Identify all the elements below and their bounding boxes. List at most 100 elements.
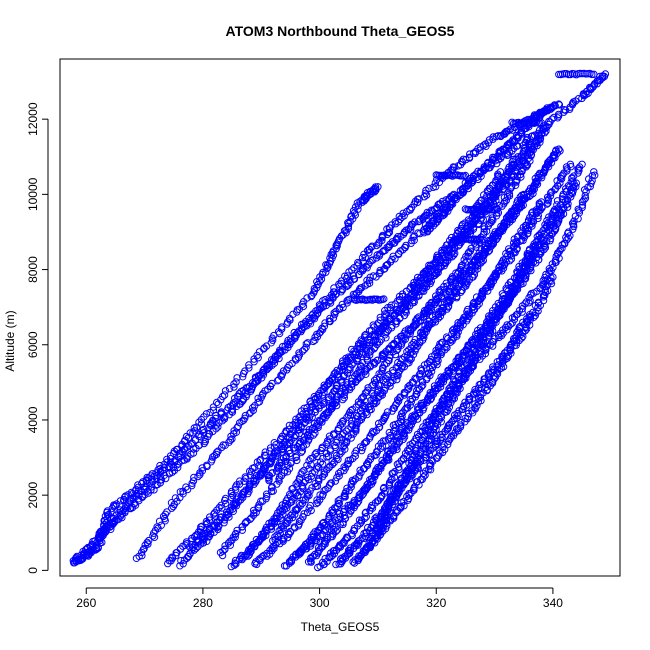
data-point [341, 386, 349, 394]
data-point [388, 255, 396, 264]
data-point [314, 544, 323, 552]
data-point [480, 223, 488, 231]
data-point [325, 481, 334, 489]
data-point [476, 146, 484, 154]
data-point [332, 290, 341, 298]
data-point [263, 361, 272, 370]
data-point [555, 145, 563, 153]
data-point [424, 393, 433, 401]
data-point [200, 429, 208, 437]
data-point [354, 258, 362, 267]
data-point [509, 136, 517, 144]
data-point [256, 457, 264, 465]
data-point [253, 351, 261, 360]
data-point [343, 533, 351, 541]
data-point [316, 496, 324, 504]
data-point [393, 433, 402, 442]
data-point [572, 179, 580, 187]
data-point [360, 439, 369, 448]
data-point [314, 548, 322, 556]
data-point [321, 319, 329, 327]
data-point [419, 214, 427, 222]
data-point [554, 210, 562, 219]
data-point [245, 364, 253, 372]
data-point [513, 310, 522, 318]
data-point [330, 309, 338, 317]
data-point [564, 234, 572, 242]
data-point [467, 358, 476, 366]
data-point [145, 479, 154, 487]
data-point [298, 468, 306, 476]
data-point [439, 373, 447, 382]
data-point [211, 414, 220, 423]
data-point [219, 392, 227, 401]
data-point [578, 201, 587, 209]
data-point [166, 459, 175, 467]
data-point [261, 448, 269, 456]
data-point [578, 203, 586, 212]
data-point [537, 130, 545, 138]
data-point [306, 320, 315, 328]
data-point [378, 460, 386, 468]
data-point [290, 433, 298, 441]
data-point [273, 452, 281, 460]
data-point [471, 385, 479, 394]
data-point [536, 135, 545, 143]
data-point [479, 338, 488, 347]
data-point [378, 231, 387, 240]
data-point [342, 229, 350, 237]
data-point [389, 469, 397, 477]
data-point [377, 444, 385, 453]
data-point [200, 425, 208, 434]
data-point [409, 233, 417, 241]
data-point [396, 393, 404, 401]
data-point [302, 340, 310, 348]
data-point [230, 380, 238, 388]
data-point [541, 288, 550, 297]
data-point [168, 553, 176, 561]
data-point [327, 392, 335, 400]
data-point [343, 379, 351, 387]
data-point [299, 513, 307, 521]
data-point [317, 328, 325, 336]
data-point [432, 454, 440, 462]
data-point [424, 369, 432, 377]
data-point [447, 283, 455, 291]
data-point [432, 182, 440, 191]
data-point [277, 459, 285, 467]
data-point [377, 461, 385, 470]
data-point [482, 284, 490, 292]
data-point [410, 291, 418, 299]
data-point [393, 399, 401, 408]
data-point [382, 322, 390, 330]
data-point [97, 527, 106, 535]
data-point [480, 141, 488, 149]
data-point [177, 557, 185, 565]
data-point [409, 322, 418, 330]
data-point [219, 441, 227, 449]
data-point [465, 395, 474, 403]
data-point [410, 236, 418, 245]
data-point [406, 349, 415, 357]
data-point [365, 341, 374, 350]
data-point [457, 418, 465, 427]
data-point [566, 103, 574, 111]
data-point [475, 249, 483, 258]
data-point [417, 382, 426, 391]
data-point [537, 198, 545, 206]
data-point [284, 529, 293, 537]
data-point [326, 435, 334, 443]
data-point [568, 174, 576, 182]
data-point [336, 450, 344, 458]
data-point [241, 553, 249, 561]
data-point [271, 355, 279, 364]
data-point [429, 217, 438, 225]
data-point [428, 320, 436, 328]
data-point [381, 310, 389, 318]
data-point [539, 296, 548, 305]
data-point [382, 456, 391, 464]
data-point [246, 545, 255, 553]
data-point [444, 366, 452, 375]
data-point [421, 471, 429, 479]
data-point [506, 320, 515, 328]
